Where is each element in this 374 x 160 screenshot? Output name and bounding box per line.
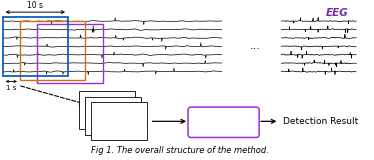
Text: EEG: EEG bbox=[326, 8, 348, 18]
Bar bbox=[85, 97, 141, 135]
Text: Detection Result: Detection Result bbox=[283, 117, 358, 126]
Text: ...: ... bbox=[250, 41, 261, 51]
Bar bbox=[3, 17, 68, 76]
Bar bbox=[80, 91, 135, 129]
Bar bbox=[37, 24, 102, 83]
Bar bbox=[91, 102, 147, 140]
Text: CNN Model: CNN Model bbox=[199, 118, 249, 127]
FancyBboxPatch shape bbox=[188, 107, 259, 137]
Text: 10 s: 10 s bbox=[27, 1, 43, 10]
Bar bbox=[20, 21, 85, 80]
Text: Fig 1. The overall structure of the method.: Fig 1. The overall structure of the meth… bbox=[91, 146, 269, 155]
Text: 1 s: 1 s bbox=[6, 85, 16, 91]
